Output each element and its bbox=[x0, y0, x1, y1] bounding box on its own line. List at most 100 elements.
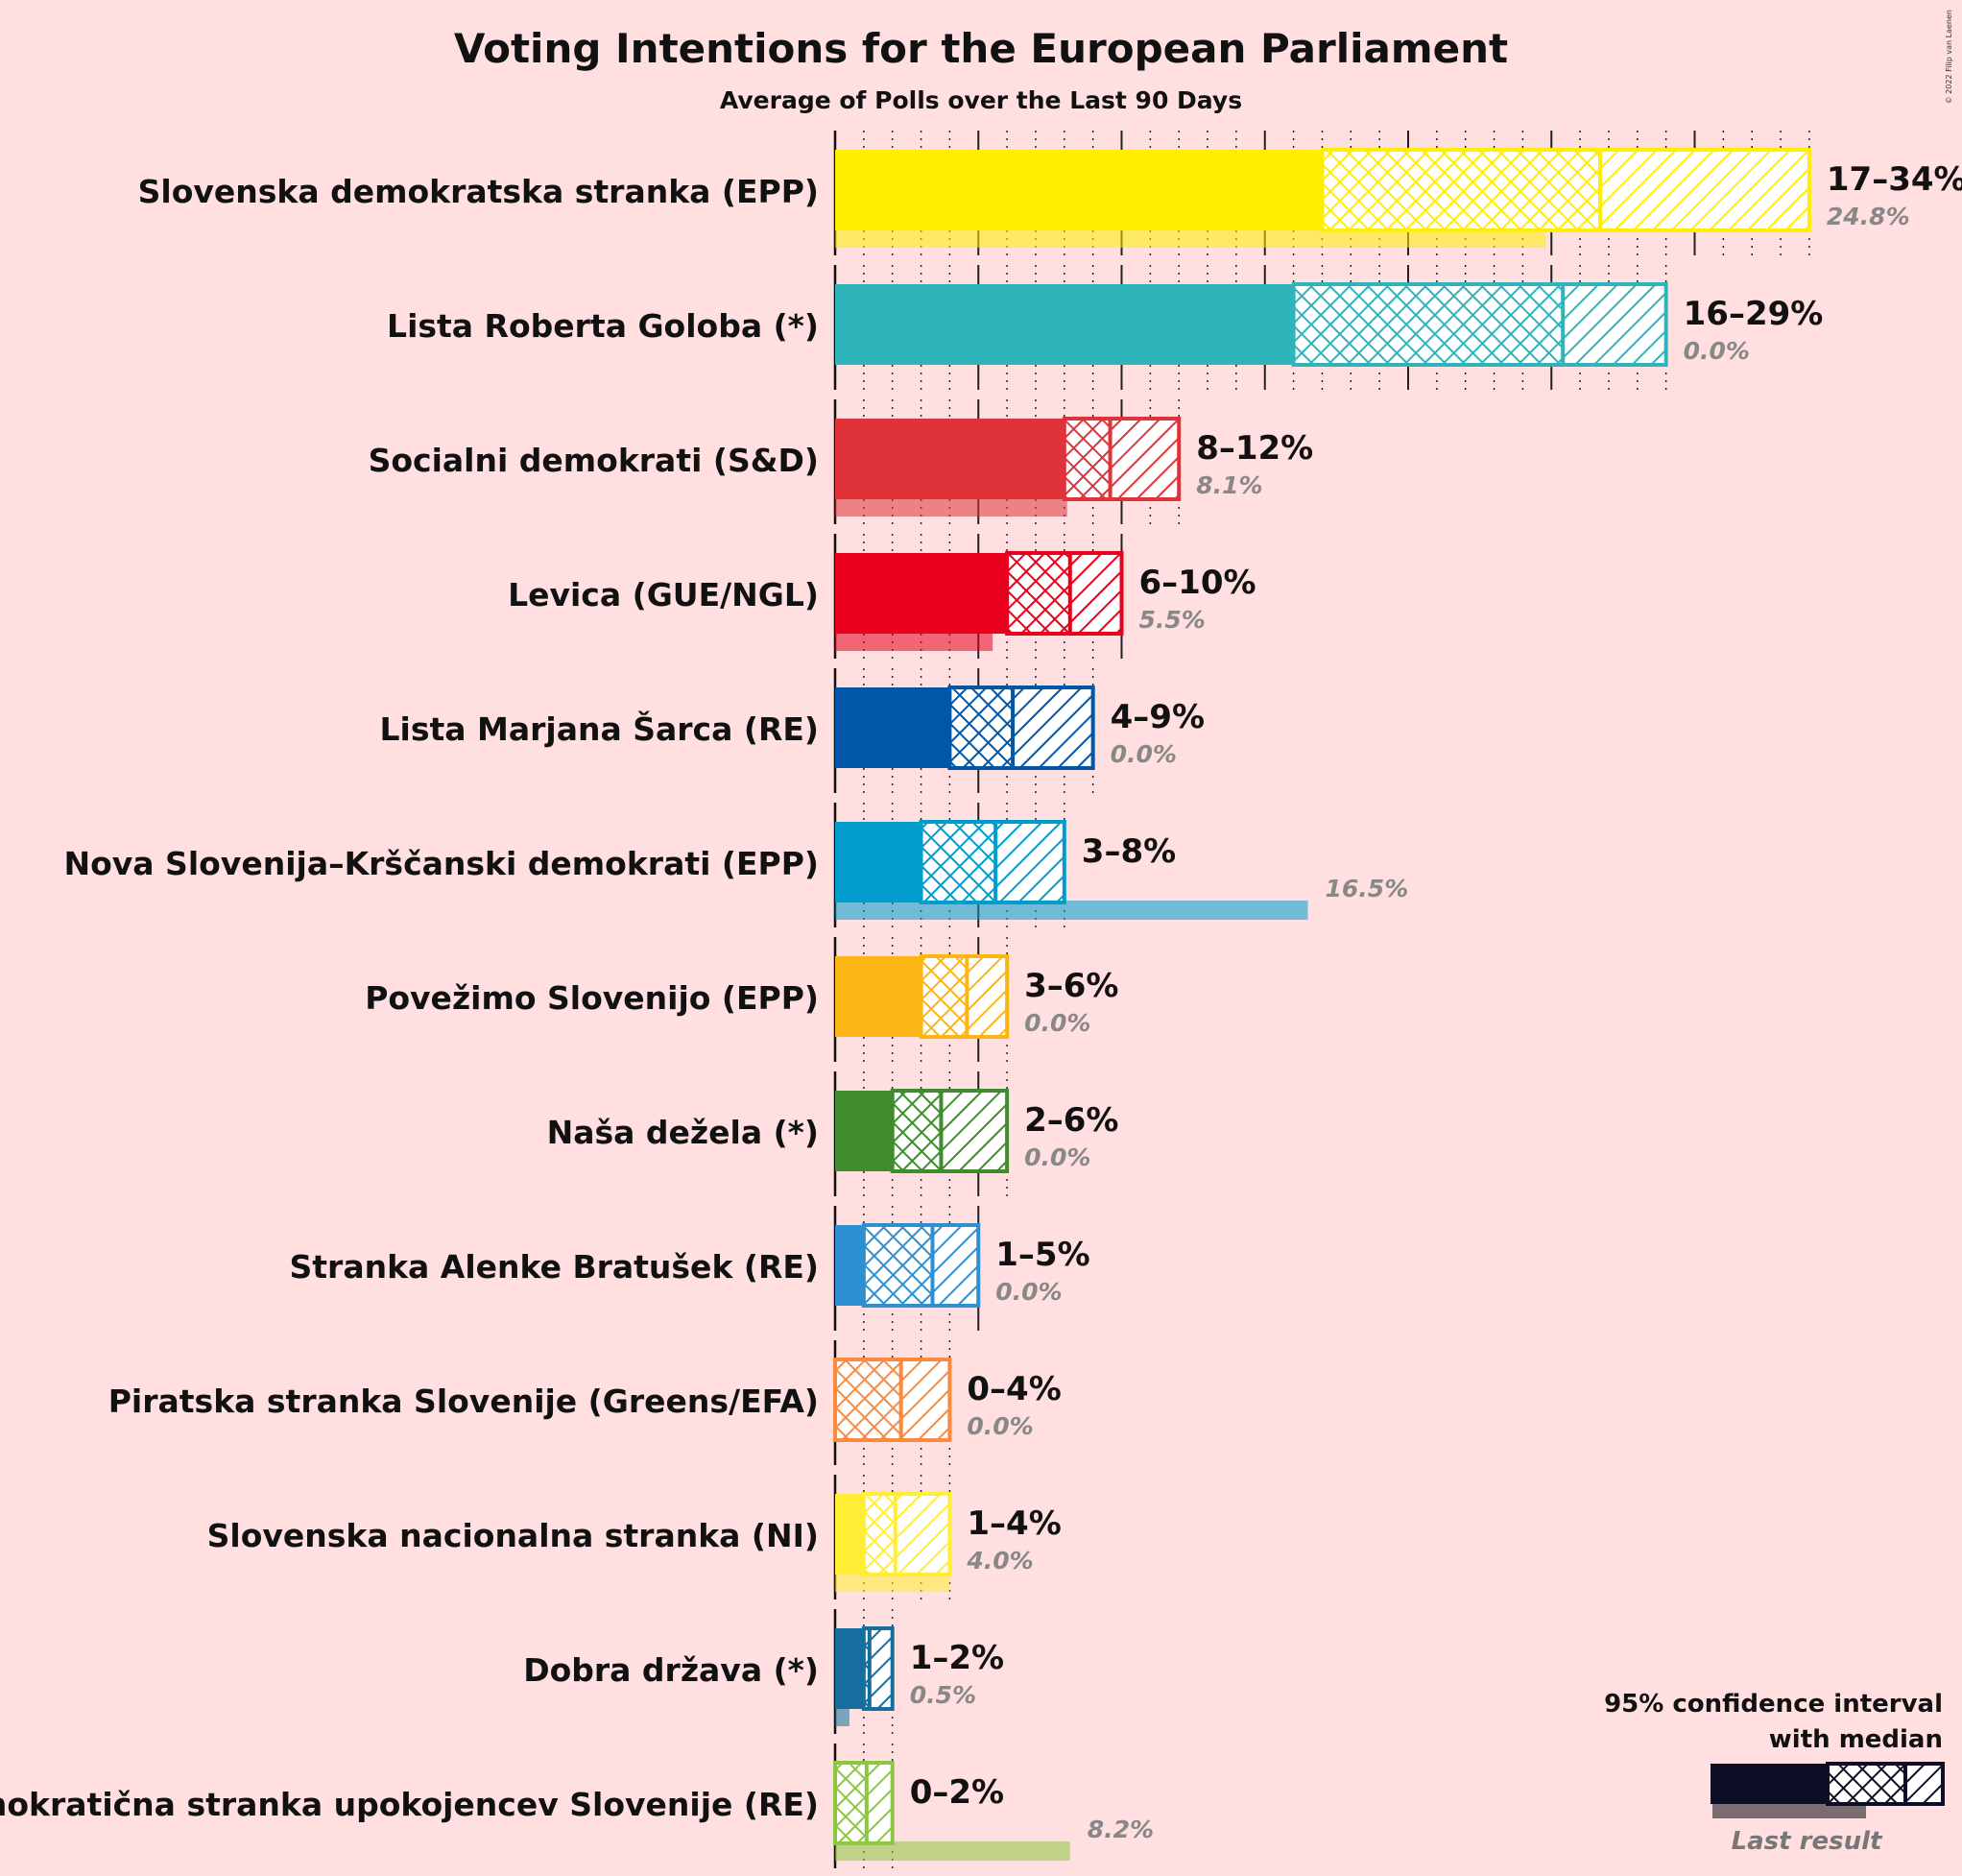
party-label: Dobra država (*) bbox=[523, 1651, 819, 1689]
party-row: Dobra država (*) 1–2% 0.5% bbox=[523, 1626, 1004, 1726]
copyright-note: © 2022 Filip van Laenen bbox=[1945, 10, 1953, 104]
ci-outer-bar bbox=[941, 1091, 1008, 1171]
ci-inner-bar bbox=[921, 956, 968, 1037]
last-result-label: 16.5% bbox=[1326, 875, 1409, 902]
party-label: Demokratična stranka upokojencev Sloveni… bbox=[0, 1786, 819, 1823]
ci-inner-bar bbox=[1293, 284, 1564, 365]
ci-outer-bar bbox=[1563, 284, 1666, 365]
ci-solid-bar bbox=[835, 284, 1294, 365]
party-label: Lista Roberta Goloba (*) bbox=[387, 307, 819, 345]
ci-outer-bar bbox=[869, 1628, 893, 1709]
last-result-bar bbox=[835, 228, 1546, 248]
chart-subtitle: Average of Polls over the Last 90 Days bbox=[720, 86, 1242, 114]
ci-inner-bar bbox=[863, 1628, 870, 1709]
party-row: Stranka Alenke Bratušek (RE) 1–5% 0.0% bbox=[290, 1223, 1090, 1308]
ci-solid-bar bbox=[835, 956, 921, 1037]
party-label: Povežimo Slovenijo (EPP) bbox=[365, 979, 819, 1017]
last-result-bar bbox=[835, 632, 993, 651]
party-label: Levica (GUE/NGL) bbox=[508, 576, 819, 613]
party-row: Povežimo Slovenijo (EPP) 3–6% 0.0% bbox=[365, 954, 1118, 1039]
last-result-label: 8.1% bbox=[1196, 471, 1262, 499]
ci-outline bbox=[833, 1358, 952, 1442]
ci-outline bbox=[947, 685, 1095, 770]
range-label: 1–2% bbox=[910, 1639, 1004, 1677]
ci-outer-bar bbox=[895, 1494, 950, 1575]
ci-solid-bar bbox=[835, 1225, 864, 1306]
ci-outer-bar bbox=[932, 1225, 979, 1306]
legend-solid-swatch bbox=[1711, 1764, 1828, 1804]
range-label: 1–5% bbox=[995, 1236, 1089, 1274]
legend-hatch-swatch bbox=[1905, 1764, 1943, 1804]
last-result-label: 0.0% bbox=[995, 1278, 1062, 1306]
bars-layer: Slovenska demokratska stranka (EPP) 17–34… bbox=[0, 148, 1962, 1861]
legend-last-result-label: Last result bbox=[1732, 1827, 1883, 1856]
ci-outline bbox=[1062, 417, 1182, 501]
party-label: Slovenska demokratska stranka (EPP) bbox=[138, 173, 819, 210]
legend-median-label: with median bbox=[1769, 1725, 1943, 1754]
last-result-bar bbox=[835, 1841, 1070, 1861]
ci-outer-bar bbox=[900, 1359, 950, 1440]
legend: 95% confidence interval with median Last… bbox=[1604, 1690, 1945, 1856]
last-result-label: 8.2% bbox=[1088, 1816, 1154, 1843]
ci-outline bbox=[1320, 148, 1811, 232]
ci-outer-bar bbox=[1110, 419, 1180, 499]
party-row: Nova Slovenija–Krščanski demokrati (EPP)… bbox=[64, 820, 1409, 920]
ci-solid-bar bbox=[835, 822, 921, 902]
range-label: 3–8% bbox=[1082, 832, 1176, 871]
party-row: Slovenska nacionalna stranka (NI) 1–4% 4.0… bbox=[207, 1492, 1062, 1592]
ci-inner-bar bbox=[1007, 553, 1070, 634]
ci-outer-bar bbox=[967, 956, 1008, 1037]
last-result-label: 5.5% bbox=[1139, 606, 1206, 634]
ci-inner-bar bbox=[835, 1763, 867, 1843]
party-label: Piratska stranka Slovenije (Greens/EFA) bbox=[108, 1383, 819, 1420]
ci-solid-bar bbox=[835, 150, 1323, 230]
ci-solid-bar bbox=[835, 553, 1008, 634]
ci-solid-bar bbox=[835, 1628, 864, 1709]
last-result-label: 0.0% bbox=[1024, 1143, 1090, 1171]
party-row: Lista Marjana Šarca (RE) 4–9% 0.0% bbox=[380, 685, 1205, 770]
party-row: Socialni demokrati (S&D) 8–12% 8.1% bbox=[369, 417, 1313, 517]
ci-outline bbox=[919, 820, 1066, 904]
party-row: Piratska stranka Slovenije (Greens/EFA) 0… bbox=[108, 1358, 1062, 1442]
ci-outline bbox=[890, 1089, 1010, 1173]
ci-outer-bar bbox=[1013, 687, 1093, 768]
ci-outline bbox=[861, 1223, 981, 1308]
party-label: Naša dežela (*) bbox=[547, 1114, 819, 1151]
ci-outer-bar bbox=[995, 822, 1065, 902]
last-result-label: 0.0% bbox=[1111, 740, 1177, 768]
ci-outer-bar bbox=[1069, 553, 1122, 634]
range-label: 0–2% bbox=[910, 1773, 1004, 1812]
ci-inner-bar bbox=[1322, 150, 1600, 230]
range-label: 6–10% bbox=[1139, 564, 1256, 602]
party-row: Naša dežela (*) 2–6% 0.0% bbox=[547, 1089, 1118, 1173]
party-label: Stranka Alenke Bratušek (RE) bbox=[290, 1248, 819, 1286]
ci-solid-bar bbox=[835, 1494, 864, 1575]
range-label: 4–9% bbox=[1111, 698, 1205, 736]
ci-inner-bar bbox=[863, 1225, 933, 1306]
ci-inner-bar bbox=[835, 1359, 901, 1440]
ci-inner-bar bbox=[921, 822, 996, 902]
party-row: Demokratična stranka upokojencev Sloveni… bbox=[0, 1761, 1154, 1861]
last-result-label: 4.0% bbox=[966, 1547, 1033, 1575]
range-label: 16–29% bbox=[1684, 295, 1824, 333]
party-label: Socialni demokrati (S&D) bbox=[369, 442, 819, 479]
legend-ci-label: 95% confidence interval bbox=[1604, 1690, 1943, 1719]
range-label: 0–4% bbox=[967, 1370, 1061, 1408]
ci-solid-bar bbox=[835, 419, 1065, 499]
ci-inner-bar bbox=[949, 687, 1014, 768]
last-result-bar bbox=[835, 901, 1308, 920]
party-label: Nova Slovenija–Krščanski demokrati (EPP) bbox=[64, 845, 820, 882]
ci-outline bbox=[919, 954, 1010, 1039]
ci-outline bbox=[1005, 551, 1124, 636]
range-label: 1–4% bbox=[967, 1504, 1061, 1543]
last-result-label: 0.0% bbox=[1684, 337, 1750, 365]
range-label: 17–34% bbox=[1827, 160, 1962, 199]
legend-outline bbox=[1826, 1762, 1945, 1806]
party-row: Levica (GUE/NGL) 6–10% 5.5% bbox=[508, 551, 1256, 651]
ci-inner-bar bbox=[863, 1494, 896, 1575]
ci-outline bbox=[1291, 282, 1668, 367]
range-label: 2–6% bbox=[1024, 1101, 1118, 1140]
ci-outer-bar bbox=[1599, 150, 1809, 230]
last-result-label: 0.0% bbox=[1024, 1009, 1090, 1037]
